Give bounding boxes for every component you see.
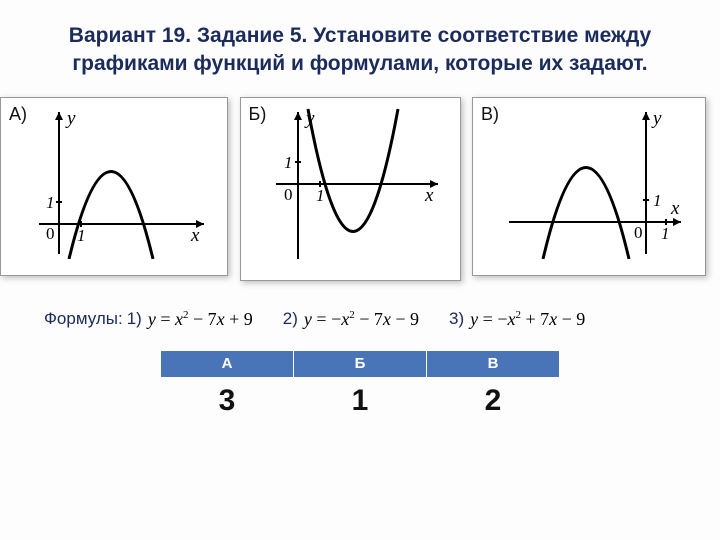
svg-text:0: 0 (634, 223, 643, 242)
formula-3: y = −x2 + 7x − 9 (470, 309, 585, 330)
graph-v-box: В) 1 0 1 x y (472, 97, 706, 276)
graph-a-label: А) (9, 104, 27, 125)
formula-2: y = −x2 − 7x − 9 (304, 309, 419, 330)
answer-val-a: 3 (161, 377, 294, 419)
answer-val-v: 2 (427, 377, 560, 419)
formula-num-3: 3) (449, 309, 464, 329)
answer-head-v: В (427, 350, 560, 377)
svg-text:1: 1 (284, 153, 293, 172)
svg-text:y: y (651, 108, 662, 129)
graph-b-label: Б) (249, 104, 267, 125)
svg-text:1: 1 (316, 186, 325, 205)
answer-head-b: Б (294, 350, 427, 377)
formula-1: y = x2 − 7x + 9 (148, 309, 253, 330)
answer-head-a: А (161, 350, 294, 377)
graph-a-svg: 1 0 1 x y (29, 104, 209, 259)
graph-b-box: Б) 1 0 1 x y (240, 97, 461, 281)
formulas-prefix: Формулы: (44, 309, 123, 329)
svg-text:x: x (670, 198, 680, 219)
svg-text:x: x (190, 225, 200, 246)
formulas-row: Формулы: 1) y = x2 − 7x + 9 2) y = −x2 −… (0, 281, 720, 330)
svg-text:0: 0 (46, 224, 55, 243)
svg-text:1: 1 (46, 193, 55, 212)
svg-text:1: 1 (661, 224, 670, 243)
answer-val-b: 1 (294, 377, 427, 419)
svg-text:0: 0 (284, 185, 293, 204)
svg-text:1: 1 (653, 191, 662, 210)
svg-text:x: x (424, 185, 434, 206)
svg-text:y: y (65, 108, 76, 129)
problem-title: Вариант 19. Задание 5. Установите соотве… (0, 0, 720, 89)
graph-v-svg: 1 0 1 x y (501, 104, 686, 259)
graphs-row: А) 1 0 1 x y Б) (0, 89, 720, 281)
graph-b-svg: 1 0 1 x y (268, 104, 443, 264)
graph-v-label: В) (481, 104, 499, 125)
answer-table: А Б В 3 1 2 (160, 350, 560, 419)
formula-num-1: 1) (127, 309, 142, 329)
formula-num-2: 2) (283, 309, 298, 329)
graph-a-box: А) 1 0 1 x y (0, 97, 228, 276)
